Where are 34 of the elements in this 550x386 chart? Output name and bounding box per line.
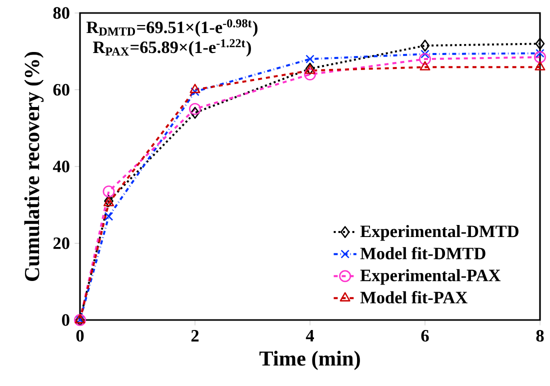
y-tick-label: 20 bbox=[53, 237, 70, 250]
y-tick-label: 40 bbox=[52, 160, 70, 172]
y-tick-label: 0 bbox=[62, 314, 70, 326]
x-axis-title: Time (min) bbox=[259, 350, 360, 370]
legend-label: Model fit-PAX bbox=[360, 291, 468, 304]
x-tick-label: 0 bbox=[76, 330, 84, 342]
point bbox=[190, 106, 200, 119]
annotation: R$_{DMTD}$=69.51×(1-e$^{-0.98t}$) bbox=[86, 19, 258, 37]
y-axis-title: Cumulative recovery (%) bbox=[24, 52, 44, 281]
point bbox=[420, 50, 430, 58]
point bbox=[104, 212, 114, 221]
point bbox=[304, 68, 316, 80]
point bbox=[306, 54, 314, 64]
point bbox=[190, 87, 200, 96]
annotation: R$_{PAX}$=65.89×(1-e$^{-1.22t}$) bbox=[92, 39, 251, 57]
point bbox=[534, 61, 546, 70]
legend-label: Experimental-PAX bbox=[360, 269, 501, 285]
point bbox=[535, 38, 545, 50]
point bbox=[419, 53, 431, 66]
y-tick-label: 80 bbox=[53, 7, 70, 19]
point bbox=[190, 84, 200, 94]
point bbox=[420, 40, 430, 52]
legend-label: Model fit-DMTD bbox=[360, 246, 486, 260]
point bbox=[102, 185, 115, 198]
point bbox=[536, 48, 544, 58]
x-tick-label: 8 bbox=[536, 330, 544, 342]
y-tick-label: 60 bbox=[53, 84, 70, 96]
point bbox=[420, 61, 430, 70]
x-tick-label: 4 bbox=[306, 330, 314, 342]
legend-label: Experimental-DMTD bbox=[360, 225, 518, 241]
x-tick-label: 6 bbox=[421, 330, 429, 342]
point bbox=[189, 102, 201, 115]
x-tick-label: 2 bbox=[191, 330, 199, 342]
point bbox=[534, 51, 546, 64]
